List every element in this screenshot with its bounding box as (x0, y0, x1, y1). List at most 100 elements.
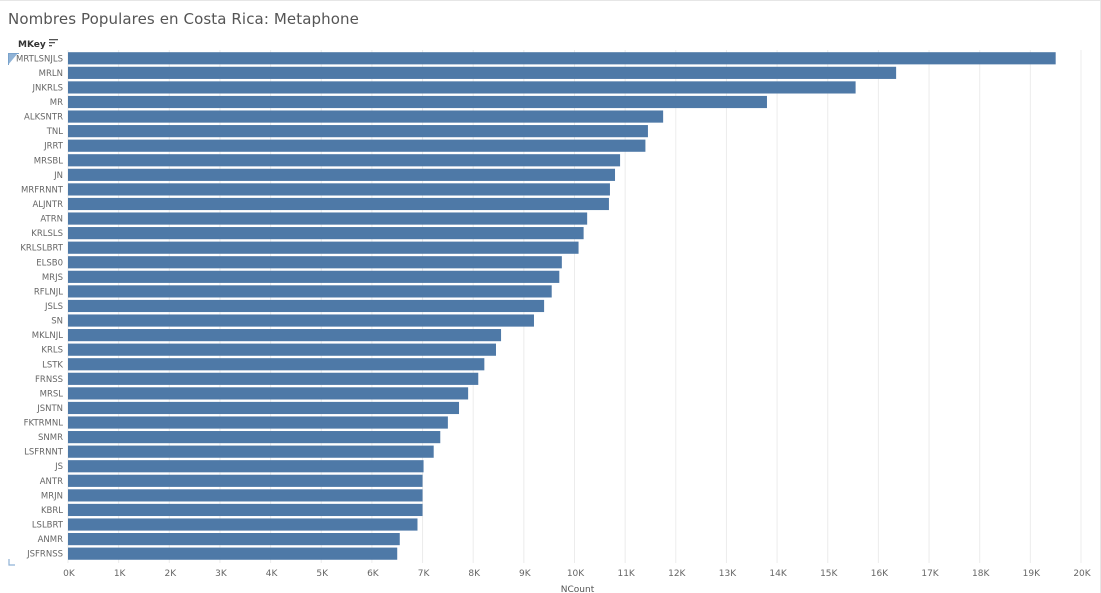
category-label[interactable]: MRLN (39, 69, 63, 79)
category-label[interactable]: MRTLSNJLS (16, 54, 63, 64)
category-label[interactable]: TNL (46, 127, 64, 137)
category-label[interactable]: KRLS (41, 346, 63, 356)
category-label[interactable]: ELSB0 (36, 258, 63, 268)
bar[interactable] (68, 547, 398, 560)
bar[interactable] (68, 168, 616, 181)
bar[interactable] (68, 197, 609, 211)
bar[interactable] (68, 299, 545, 313)
bar[interactable] (68, 66, 897, 79)
row-header-label: MKey (18, 40, 46, 50)
category-label[interactable]: KRLSLBRT (20, 244, 63, 254)
x-tick-label: 11K (617, 569, 635, 579)
category-label[interactable]: ALKSNTR (24, 113, 63, 123)
category-label[interactable]: JS (54, 462, 63, 472)
bar[interactable] (68, 401, 460, 415)
category-label[interactable]: JRRT (43, 142, 64, 152)
category-label[interactable]: KRLSLS (31, 229, 63, 239)
category-label[interactable]: SNMR (38, 433, 63, 443)
bar[interactable] (68, 503, 423, 517)
bar[interactable] (68, 95, 767, 109)
bar[interactable] (68, 343, 496, 356)
category-label[interactable]: MRJN (41, 491, 63, 501)
bar[interactable] (68, 445, 434, 458)
bar[interactable] (68, 241, 579, 254)
x-tick-label: 8K (468, 569, 481, 579)
x-tick-label: 6K (367, 569, 380, 579)
x-tick-label: 15K (820, 569, 838, 579)
category-label[interactable]: MRJS (42, 273, 63, 283)
bar[interactable] (68, 285, 552, 298)
bar[interactable] (68, 460, 424, 473)
category-label[interactable]: MRSBL (34, 156, 63, 166)
bar[interactable] (68, 372, 479, 385)
category-label[interactable]: JNKRLS (32, 83, 63, 93)
bar[interactable] (68, 489, 423, 502)
category-label[interactable]: JSLS (44, 302, 63, 312)
x-tick-label: 1K (114, 569, 127, 579)
bar[interactable] (68, 110, 664, 123)
category-label[interactable]: MRFRNNT (21, 185, 64, 195)
bar[interactable] (68, 329, 502, 342)
bar[interactable] (68, 125, 648, 138)
bar[interactable] (68, 81, 856, 94)
bar[interactable] (68, 416, 448, 429)
x-tick-label: 18K (972, 569, 990, 579)
bar[interactable] (68, 212, 588, 225)
category-label[interactable]: KBRL (41, 506, 63, 516)
x-tick-label: 14K (769, 569, 787, 579)
bar[interactable] (68, 474, 423, 487)
x-tick-label: 17K (921, 569, 939, 579)
x-axis-title: NCount (561, 585, 595, 593)
bar[interactable] (68, 227, 584, 240)
x-tick-label: 10K (567, 569, 585, 579)
category-label[interactable]: LSLBRT (32, 521, 64, 531)
bar[interactable] (68, 256, 562, 269)
category-label[interactable]: ALJNTR (32, 200, 63, 210)
x-tick-label: 4K (266, 569, 279, 579)
row-header-mkey[interactable]: MKey (18, 39, 58, 50)
x-tick-label: 3K (215, 569, 228, 579)
category-label[interactable]: RFLNJL (34, 287, 63, 297)
bar[interactable] (68, 183, 610, 196)
bar[interactable] (68, 154, 621, 167)
category-label[interactable]: ATRN (40, 215, 63, 225)
category-label[interactable]: LSFRNNT (24, 448, 64, 458)
category-label[interactable]: MR (50, 98, 63, 108)
x-tick-label: 9K (519, 569, 532, 579)
bar[interactable] (68, 518, 418, 531)
category-label[interactable]: MRSL (40, 389, 64, 399)
bar[interactable] (68, 358, 485, 371)
x-tick-label: 19K (1023, 569, 1041, 579)
selection-handle-icon[interactable] (8, 51, 20, 70)
x-tick-label: 12K (668, 569, 686, 579)
category-label[interactable]: ANTR (40, 477, 63, 487)
category-label[interactable]: JSFRNSS (26, 550, 63, 560)
top-border (0, 0, 1101, 1)
category-label[interactable]: ANMR (38, 535, 64, 545)
chart-title: Nombres Populares en Costa Rica: Metapho… (8, 10, 359, 28)
x-tick-label: 2K (164, 569, 177, 579)
category-label[interactable]: FKTRMNL (24, 419, 64, 429)
x-tick-label: 16K (871, 569, 889, 579)
sort-descending-icon[interactable] (48, 39, 58, 50)
corner-bracket-icon (8, 552, 16, 571)
bar[interactable] (68, 52, 1056, 65)
bar[interactable] (68, 270, 560, 283)
bar[interactable] (68, 139, 646, 152)
category-label[interactable]: LSTK (42, 360, 63, 370)
category-label[interactable]: JN (53, 171, 63, 181)
x-tick-label: 5K (316, 569, 329, 579)
bar[interactable] (68, 314, 534, 327)
category-label[interactable]: JSNTN (36, 404, 63, 414)
category-label[interactable]: FRNSS (35, 375, 63, 385)
bar[interactable] (68, 533, 400, 546)
x-tick-label: 0K (63, 569, 76, 579)
category-label[interactable]: MKLNJL (32, 331, 64, 341)
x-tick-label: 13K (719, 569, 737, 579)
bar[interactable] (68, 431, 441, 444)
category-label[interactable]: SN (51, 317, 63, 327)
x-tick-label: 7K (418, 569, 431, 579)
bar[interactable] (68, 387, 469, 400)
